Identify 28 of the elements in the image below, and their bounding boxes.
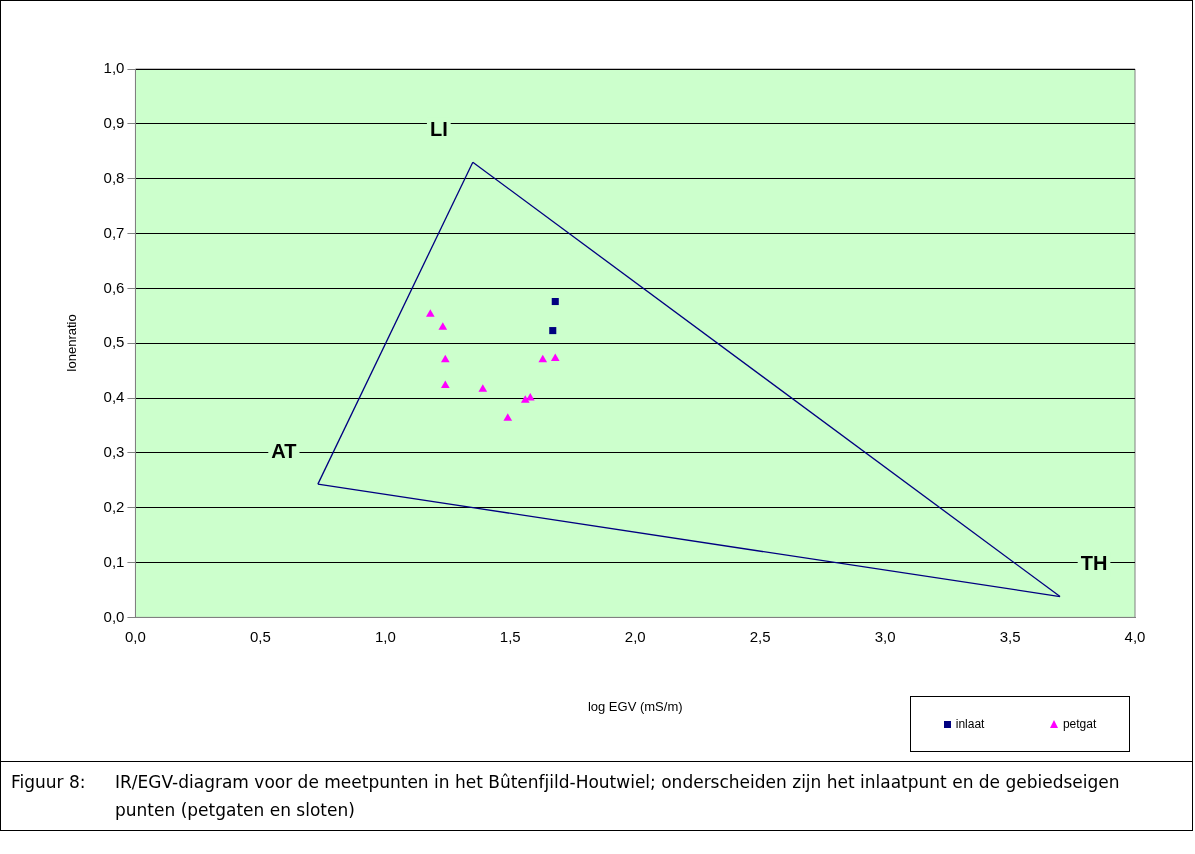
x-tick-label: 3,5 (999, 627, 1021, 645)
legend-label: inlaat (955, 717, 985, 731)
y-tick-label: 0,8 (103, 168, 125, 186)
y-tick-label: 0,2 (103, 497, 125, 515)
x-tick-label: 1,0 (374, 627, 396, 645)
x-tick-label: 3,0 (874, 627, 896, 645)
y-tick-label: 1,0 (103, 59, 125, 77)
annotation: LI (429, 117, 448, 140)
text: Figuur 8: IR/EGV-diagram voor de meetpunten in het Bûtenfjild-Houtwiel; onderscheiden zijn het inlaatpunt en de gebiedseigen punten (petgaten en sloten) (11, 772, 1120, 820)
x-tick-label: 4,0 (1124, 627, 1146, 645)
x-axis-title: log EGV (mS/m) (587, 698, 683, 714)
y-tick-label: 0,1 (103, 552, 125, 570)
annotation: TH (1080, 552, 1108, 575)
x-tick-label: 2,5 (749, 627, 771, 645)
y-tick-label: 0,9 (103, 113, 125, 131)
y-axis-title: Ionenratio (64, 314, 80, 373)
y-tick-label: 0,7 (103, 223, 125, 241)
y-tick-label: 0,3 (103, 443, 125, 461)
y-tick-label: 0,5 (103, 333, 125, 351)
y-tick-label: 0,6 (103, 278, 125, 296)
x-tick-label: 1,5 (499, 627, 521, 645)
y-tick-label: 0,0 (103, 607, 125, 625)
x-tick-label: 2,0 (624, 627, 646, 645)
legend-label: petgat (1062, 717, 1097, 731)
y-tick-label: 0,4 (103, 388, 125, 406)
x-tick-label: 0,5 (249, 627, 271, 645)
x-tick-label: 0,0 (125, 627, 146, 645)
annotation: AT (271, 439, 297, 462)
